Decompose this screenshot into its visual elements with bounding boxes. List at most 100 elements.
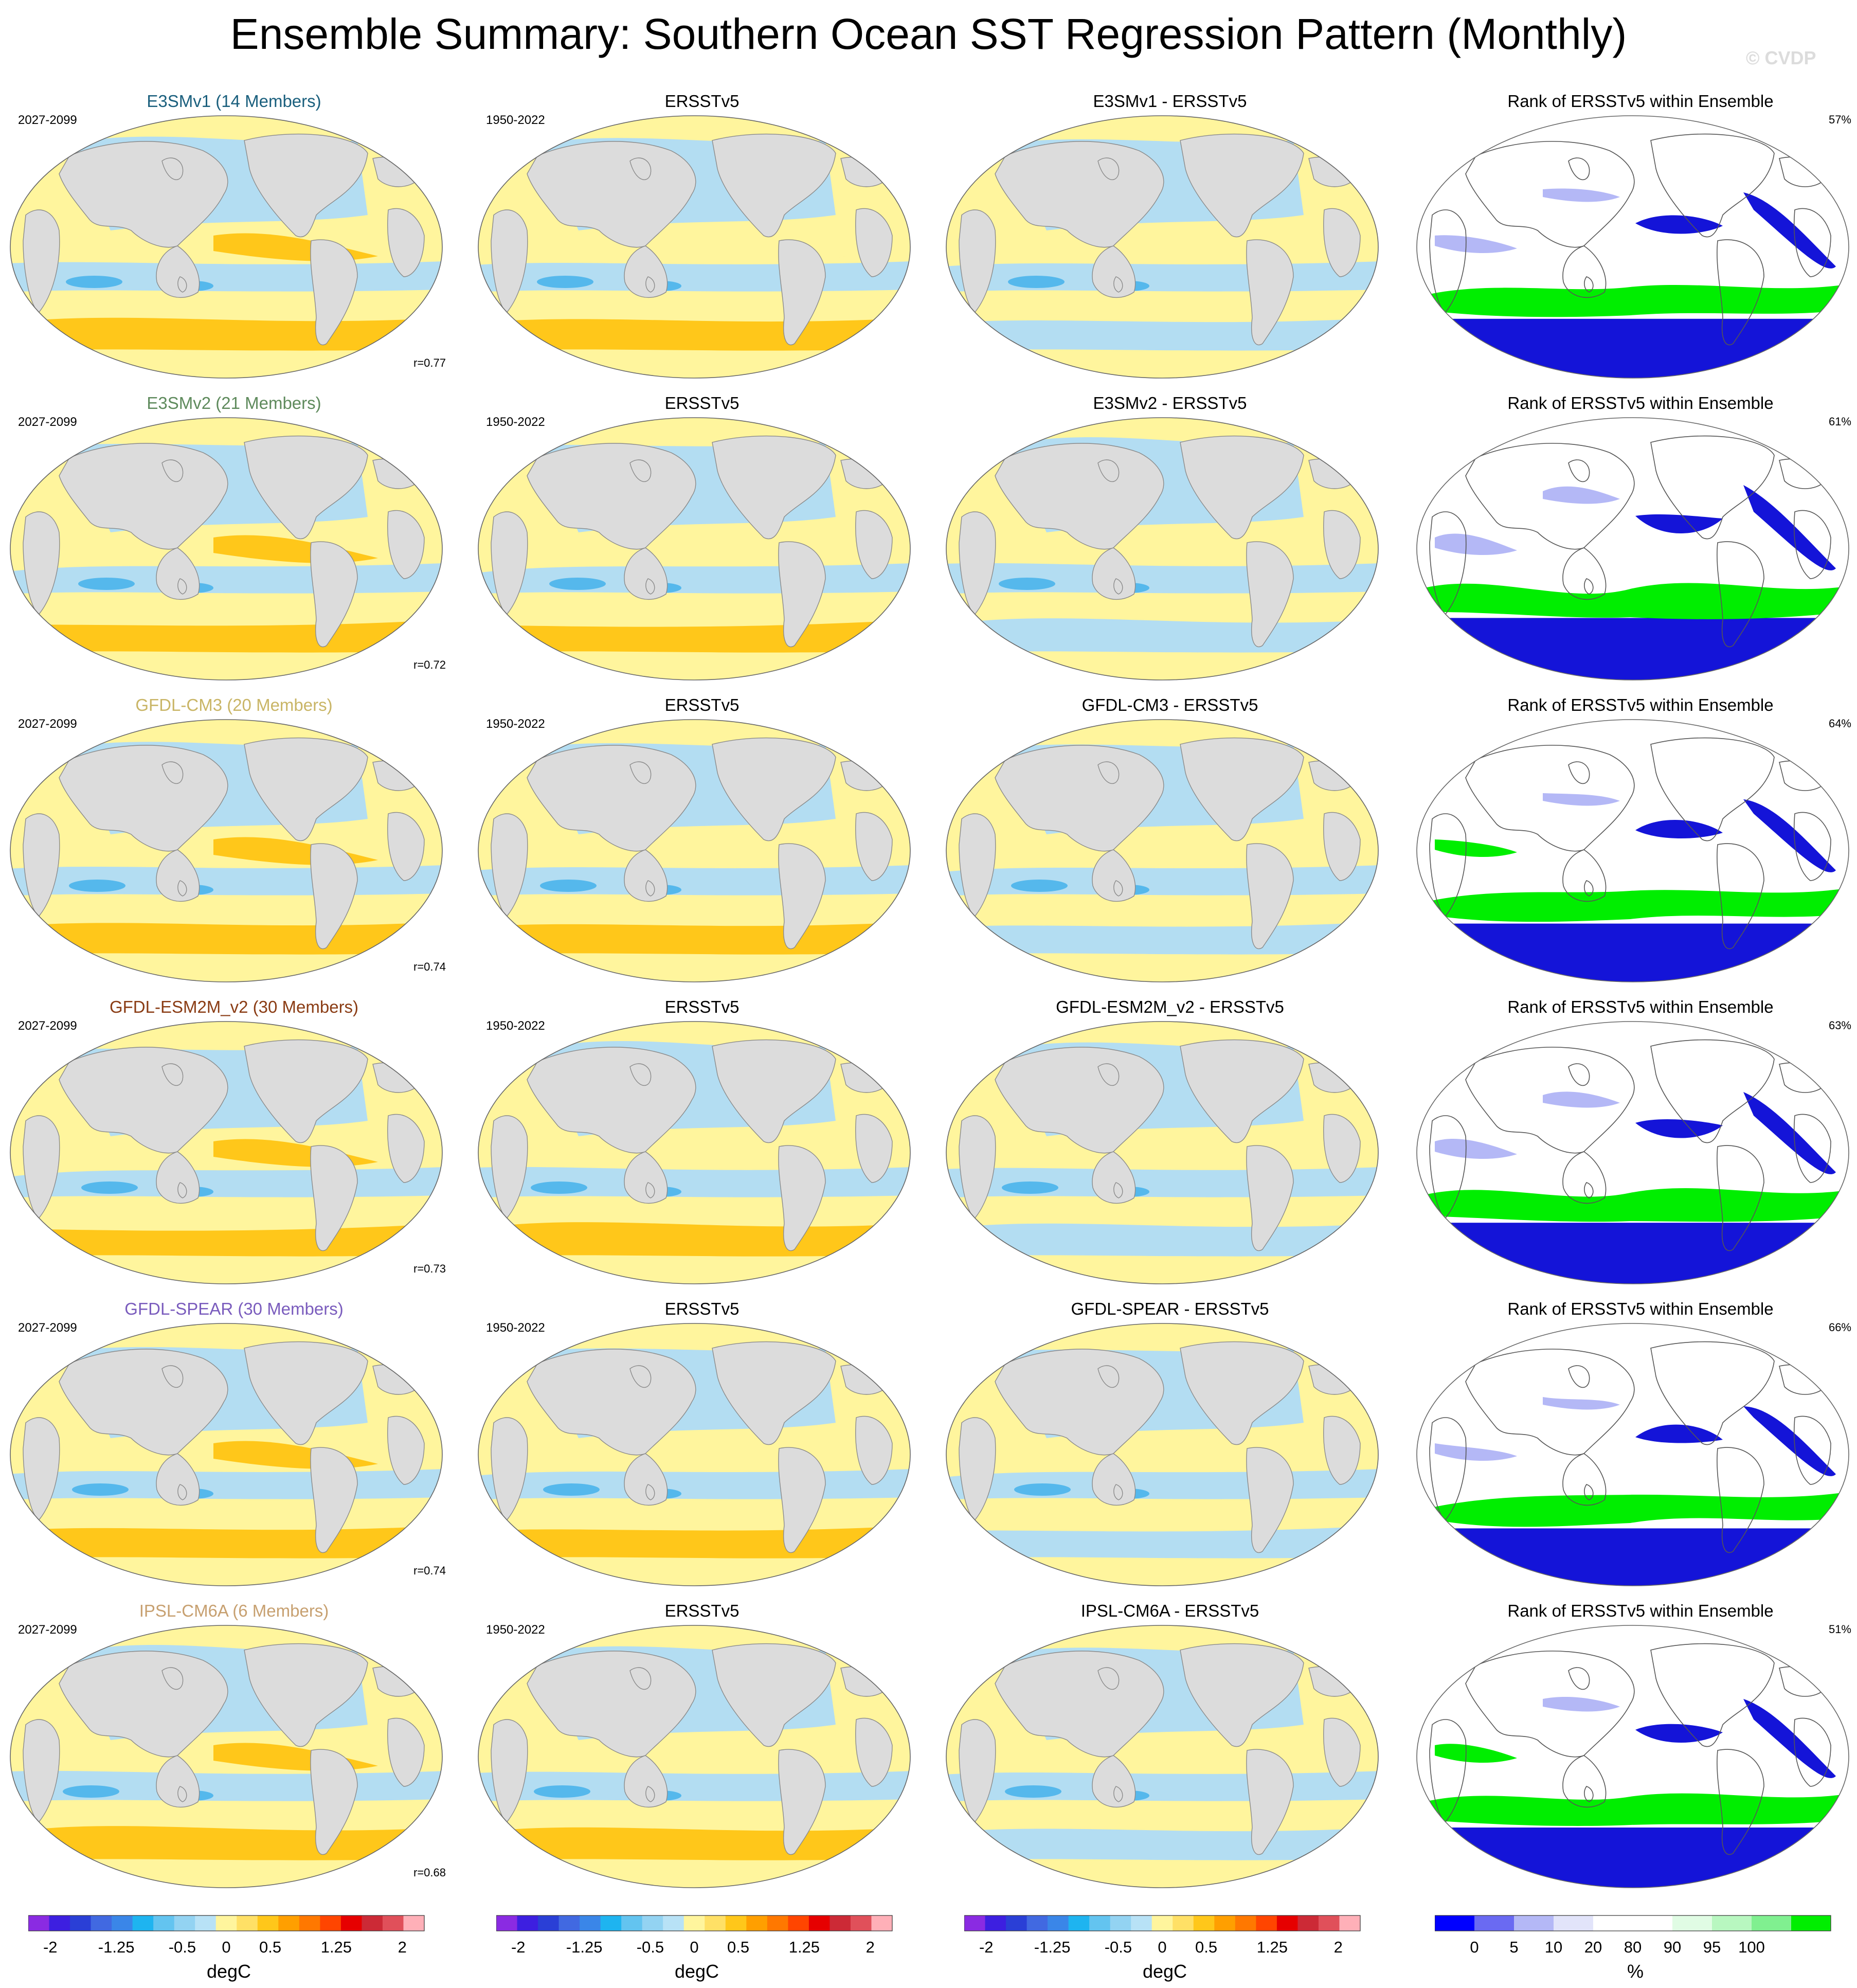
colorbar-swatch bbox=[1214, 1915, 1236, 1931]
sst-colorbar-2: -2 -1.25 -0.5 0 0.5 1.25 2 degC bbox=[496, 1913, 908, 1985]
colorbar-tick-label: 1.25 bbox=[1256, 1938, 1288, 1956]
map-panel-model: E3SMv1 (14 Members) 2027-2099 r=0.77 bbox=[8, 92, 460, 390]
colorbar-swatch bbox=[663, 1915, 684, 1931]
map-diff bbox=[946, 1625, 1379, 1888]
panel-title: E3SMv1 (14 Members) bbox=[147, 92, 321, 111]
colorbar-unit: degC bbox=[1142, 1961, 1187, 1982]
colorbar-swatch bbox=[28, 1915, 50, 1931]
rank-percent: 57% bbox=[1828, 113, 1851, 126]
colorbar-swatch bbox=[1006, 1915, 1027, 1931]
panel-title: ERSSTv5 bbox=[664, 695, 740, 714]
map-model bbox=[10, 1021, 443, 1284]
colorbar-swatch bbox=[558, 1915, 580, 1931]
colorbar-swatch bbox=[1791, 1915, 1831, 1931]
colorbar-tick-label: 10 bbox=[1544, 1938, 1563, 1956]
colorbar-swatch bbox=[496, 1915, 518, 1931]
colorbar-tick-label: -2 bbox=[511, 1938, 526, 1956]
map-panel-rank: Rank of ERSSTv5 within Ensemble 63% bbox=[1414, 997, 1857, 1296]
map-panel-diff: GFDL-CM3 - ERSSTv5 bbox=[944, 695, 1396, 994]
panel-years: 2027-2099 bbox=[18, 1623, 77, 1637]
map-obs bbox=[478, 417, 911, 680]
panel-title: ERSSTv5 bbox=[664, 1601, 740, 1620]
panel-title: IPSL-CM6A - ERSSTv5 bbox=[1080, 1601, 1259, 1620]
colorbar-tick-label: 1.25 bbox=[320, 1938, 352, 1956]
panel-years: 2027-2099 bbox=[18, 1321, 77, 1335]
colorbar-tick-label: 1.25 bbox=[788, 1938, 820, 1956]
colorbar-tick-label: -2 bbox=[979, 1938, 994, 1956]
map-panel-model: GFDL-SPEAR (30 Members) 2027-2099 r=0.74 bbox=[8, 1299, 460, 1598]
panel-years: 1950-2022 bbox=[486, 1019, 545, 1033]
map-panel-rank: Rank of ERSSTv5 within Ensemble 51% bbox=[1414, 1601, 1857, 1900]
colorbar-swatch bbox=[725, 1915, 747, 1931]
panel-years: 2027-2099 bbox=[18, 415, 77, 429]
rank-percent: 64% bbox=[1828, 717, 1851, 730]
colorbar-tick-label: -1.25 bbox=[566, 1938, 603, 1956]
colorbar-unit: degC bbox=[206, 1961, 251, 1982]
rank-percent: 66% bbox=[1828, 1321, 1851, 1334]
colorbar-swatch bbox=[1474, 1915, 1515, 1931]
colorbar-tick-label: 0 bbox=[690, 1938, 699, 1956]
panel-years: 2027-2099 bbox=[18, 1019, 77, 1033]
map-panel-diff: GFDL-ESM2M_v2 - ERSSTv5 bbox=[944, 997, 1396, 1296]
colorbar-tick-label: 2 bbox=[866, 1938, 875, 1956]
colorbar-tick-label: -1.25 bbox=[98, 1938, 135, 1956]
map-panel-obs: ERSSTv5 1950-2022 bbox=[476, 695, 928, 994]
sst-colorbar-1: -2 -1.25 -0.5 0 0.5 1.25 2 degC bbox=[28, 1913, 440, 1985]
panel-title: Rank of ERSSTv5 within Ensemble bbox=[1507, 1299, 1774, 1318]
map-panel-model: GFDL-CM3 (20 Members) 2027-2099 r=0.74 bbox=[8, 695, 460, 994]
colorbar-tick-label: -2 bbox=[43, 1938, 58, 1956]
colorbar-tick-label: -0.5 bbox=[1104, 1938, 1132, 1956]
panel-title: GFDL-SPEAR - ERSSTv5 bbox=[1071, 1299, 1269, 1318]
map-panel-model: GFDL-ESM2M_v2 (30 Members) 2027-2099 r=0.7… bbox=[8, 997, 460, 1296]
map-panel-obs: ERSSTv5 1950-2022 bbox=[476, 1601, 928, 1900]
map-model bbox=[10, 115, 443, 379]
panel-years: 1950-2022 bbox=[486, 1321, 545, 1335]
colorbar-swatches bbox=[1435, 1915, 1831, 1931]
panel-title: E3SMv1 - ERSSTv5 bbox=[1093, 92, 1247, 111]
colorbar-swatch bbox=[621, 1915, 643, 1931]
colorbar-swatch bbox=[215, 1915, 237, 1931]
map-panel-obs: ERSSTv5 1950-2022 bbox=[476, 393, 928, 692]
rank-colorbar-4: 0 5 10 20 80 90 95 100% bbox=[1435, 1913, 1846, 1985]
map-diff bbox=[946, 719, 1379, 982]
colorbar-tick-label: 2 bbox=[1333, 1938, 1343, 1956]
colorbar-swatch bbox=[174, 1915, 195, 1931]
colorbar-swatch bbox=[830, 1915, 851, 1931]
colorbar-swatch bbox=[1110, 1915, 1131, 1931]
colorbar-swatch bbox=[132, 1915, 154, 1931]
map-panel-diff: IPSL-CM6A - ERSSTv5 bbox=[944, 1601, 1396, 1900]
colorbar-swatch bbox=[1193, 1915, 1215, 1931]
colorbar-unit: % bbox=[1627, 1961, 1644, 1982]
colorbar-tick-label: 100 bbox=[1738, 1938, 1765, 1956]
colorbar-swatch bbox=[91, 1915, 112, 1931]
colorbar-swatch bbox=[1173, 1915, 1194, 1931]
panel-title: GFDL-ESM2M_v2 (30 Members) bbox=[109, 997, 359, 1016]
colorbar-tick-label: 90 bbox=[1663, 1938, 1682, 1956]
colorbar-swatch bbox=[1048, 1915, 1069, 1931]
colorbar-swatch bbox=[1131, 1915, 1152, 1931]
colorbar-swatch bbox=[362, 1915, 383, 1931]
map-diff bbox=[946, 115, 1379, 379]
panel-years: 1950-2022 bbox=[486, 717, 545, 731]
colorbar-tick-label: -0.5 bbox=[168, 1938, 196, 1956]
colorbar-swatch bbox=[1712, 1915, 1752, 1931]
colorbar-swatch bbox=[808, 1915, 830, 1931]
colorbar-unit: degC bbox=[674, 1961, 719, 1982]
map-panel-diff: E3SMv1 - ERSSTv5 bbox=[944, 92, 1396, 390]
colorbar-swatch bbox=[1318, 1915, 1340, 1931]
map-panel-rank: Rank of ERSSTv5 within Ensemble 66% bbox=[1414, 1299, 1857, 1598]
colorbar-tick-label: 0 bbox=[222, 1938, 231, 1956]
panel-title: IPSL-CM6A (6 Members) bbox=[139, 1601, 329, 1620]
panel-title: Rank of ERSSTv5 within Ensemble bbox=[1507, 1601, 1774, 1620]
rank-percent: 61% bbox=[1828, 415, 1851, 428]
colorbar-swatch bbox=[985, 1915, 1006, 1931]
colorbar-swatch bbox=[788, 1915, 809, 1931]
panel-title: Rank of ERSSTv5 within Ensemble bbox=[1507, 393, 1774, 413]
panel-title: GFDL-ESM2M_v2 - ERSSTv5 bbox=[1056, 997, 1284, 1016]
colorbar-swatch bbox=[580, 1915, 601, 1931]
colorbar-swatch bbox=[153, 1915, 175, 1931]
colorbar-tick-label: 95 bbox=[1703, 1938, 1721, 1956]
colorbar-swatch bbox=[767, 1915, 788, 1931]
colorbar-swatch bbox=[1297, 1915, 1319, 1931]
panel-years: 2027-2099 bbox=[18, 717, 77, 731]
